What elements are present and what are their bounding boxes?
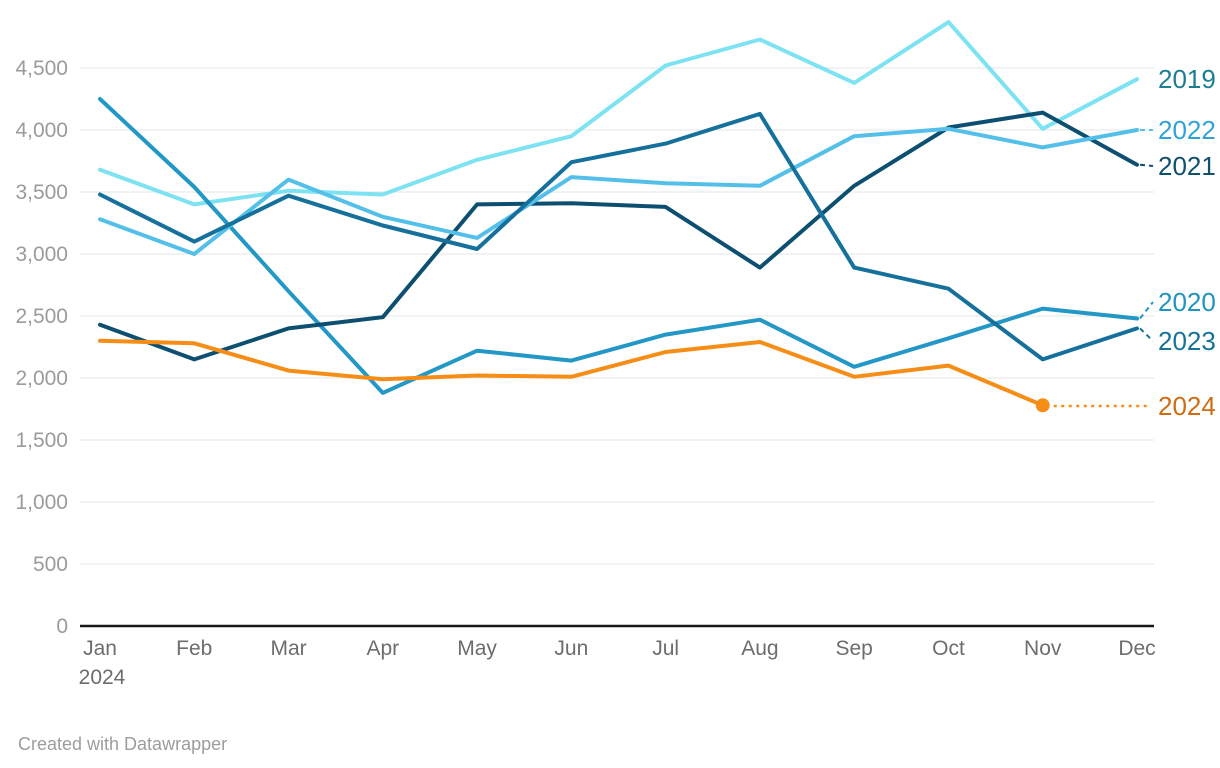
x-axis-month-label: Nov	[1024, 637, 1062, 660]
label-connector-2023	[1139, 327, 1154, 342]
x-axis-month-label: May	[457, 637, 497, 660]
y-axis-tick-label: 2,000	[15, 367, 68, 390]
series-line-2024[interactable]	[98, 338, 1045, 408]
y-axis-tick-label: 3,000	[15, 243, 68, 266]
series-line-2022[interactable]	[98, 126, 1139, 256]
y-axis-tick-label: 2,500	[15, 305, 68, 328]
series-line-2023[interactable]	[98, 111, 1139, 362]
series-endpoint-dot-2024[interactable]	[1035, 398, 1050, 413]
y-axis-tick-label: 4,500	[15, 57, 68, 80]
label-connector-2021	[1139, 163, 1154, 167]
x-axis-month-label: Jan	[83, 637, 117, 660]
x-axis-month-label: Mar	[270, 637, 306, 660]
series-label-2024[interactable]: 2024	[1158, 391, 1216, 421]
y-axis-tick-label: 1,000	[15, 491, 68, 514]
series-line-2021[interactable]	[98, 110, 1139, 362]
series-label-2020[interactable]: 2020	[1158, 287, 1216, 317]
x-axis-month-label: Jul	[652, 637, 679, 660]
series-label-2022[interactable]: 2022	[1158, 115, 1216, 145]
x-axis-month-label: Dec	[1118, 637, 1155, 660]
x-axis-month-label: Aug	[741, 637, 778, 660]
y-axis-tick-label: 4,000	[15, 119, 68, 142]
y-axis-tick-label: 0	[56, 615, 68, 638]
series-line-2019[interactable]	[98, 20, 1139, 207]
series-line-2020[interactable]	[98, 97, 1139, 395]
x-axis-month-label: Apr	[366, 637, 399, 660]
series-label-2019[interactable]: 2019	[1158, 64, 1216, 94]
y-axis-tick-label: 3,500	[15, 181, 68, 204]
x-axis-year-label: 2024	[79, 666, 126, 689]
y-axis-tick-label: 500	[33, 553, 68, 576]
x-axis-month-label: Sep	[835, 637, 872, 660]
label-connector-2020	[1139, 301, 1154, 320]
series-label-2021[interactable]: 2021	[1158, 151, 1216, 181]
datawrapper-credit[interactable]: Created with Datawrapper	[18, 734, 228, 754]
x-axis-month-label: Oct	[932, 637, 965, 660]
series-label-2023[interactable]: 2023	[1158, 326, 1216, 356]
x-axis-month-label: Feb	[176, 637, 212, 660]
x-axis-month-label: Jun	[554, 637, 588, 660]
y-axis-tick-label: 1,500	[15, 429, 68, 452]
